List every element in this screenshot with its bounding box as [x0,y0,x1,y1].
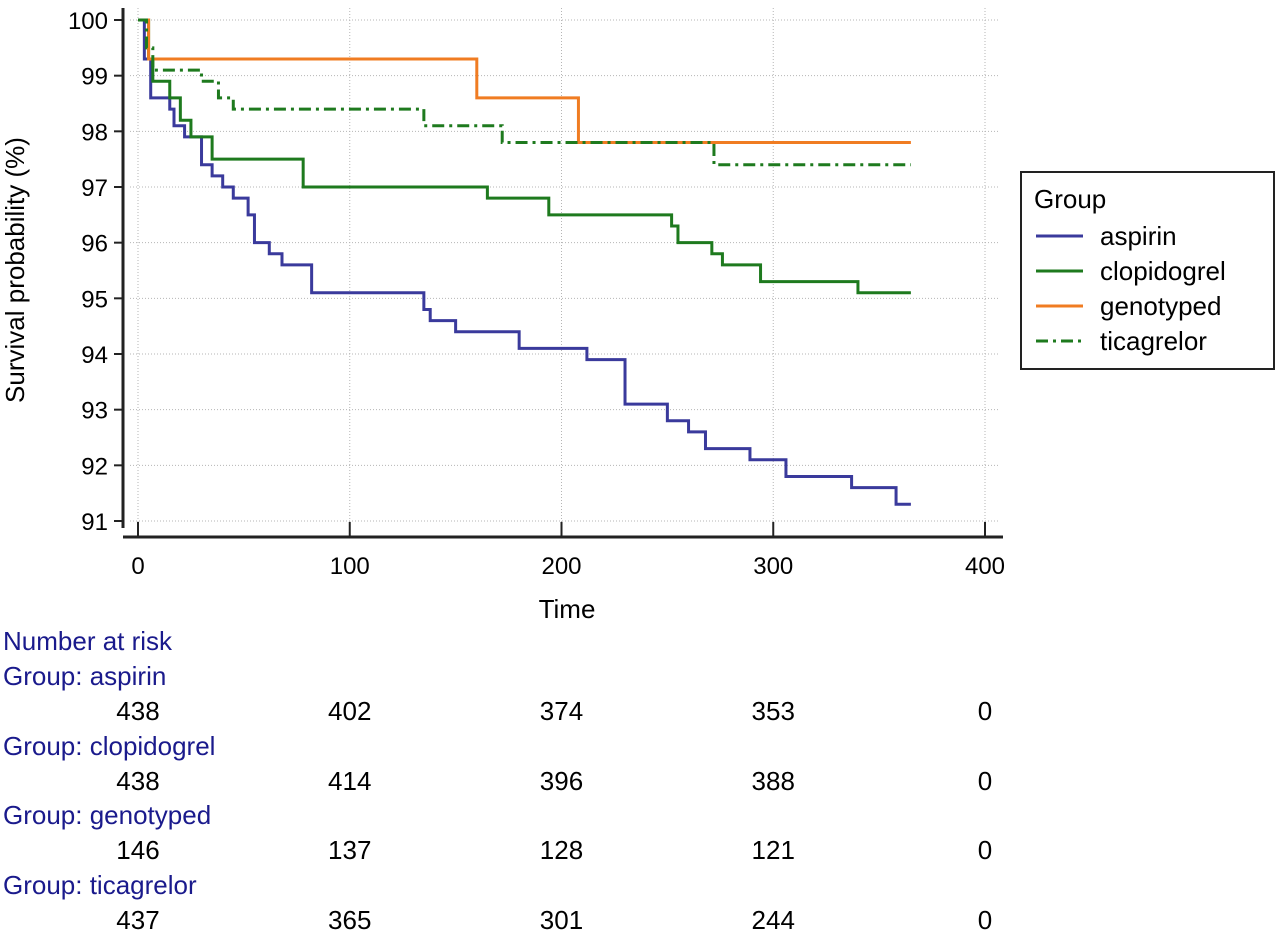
grid-lines [130,8,998,535]
risk-group-label: Group: genotyped [3,800,212,830]
risk-table-title: Number at risk [3,626,173,656]
risk-count: 388 [751,765,795,796]
risk-count: 128 [539,835,584,865]
legend-label-genotyped: genotyped [1100,291,1221,321]
risk-count: 0 [977,696,993,726]
risk-count: 301 [539,904,584,935]
x-axis-title: Time [539,594,596,622]
risk-count: 414 [328,765,372,796]
number-at-risk-table: Number at risk Group: aspirin 438 402 374 35… [0,622,1280,935]
risk-count: 0 [977,835,993,865]
y-tick-label: 93 [81,398,108,425]
risk-group-label: Group: aspirin [3,661,167,691]
y-tick-label: 95 [81,286,108,313]
risk-count: 438 [116,765,160,796]
legend-label-clopidogrel: clopidogrel [1100,256,1226,286]
tick-labels: 100 99 98 97 96 95 94 93 92 91 0 100 200 300 400 [68,8,1005,580]
y-tick-label: 97 [81,175,108,202]
series-lines [138,18,911,506]
legend-title: Group [1034,184,1106,214]
y-axis-title: Survival probability (%) [0,137,30,403]
legend-items: aspirin clopidogrel genotyped ticagrelor [1036,221,1226,356]
legend-label-aspirin: aspirin [1100,221,1177,251]
y-tick-label: 91 [81,509,108,536]
legend-label-ticagrelor: ticagrelor [1100,326,1207,356]
risk-count: 396 [539,765,584,796]
risk-count: 437 [116,904,160,935]
series-line-genotyped [138,18,911,144]
risk-count: 244 [751,904,795,935]
risk-count: 146 [116,835,160,865]
legend: Group aspirin clopidogrel genotyped ticagre… [1020,171,1275,370]
risk-count: 374 [539,696,584,726]
x-tick-label: 0 [131,553,144,580]
y-tick-label: 100 [68,8,108,35]
y-tick-label: 92 [81,453,108,480]
x-tick-label: 100 [330,553,370,580]
risk-group-label: Group: ticagrelor [3,869,197,900]
risk-count: 438 [116,696,160,726]
series-line-clopidogrel [138,18,911,295]
x-tick-label: 400 [965,553,1005,580]
y-tick-label: 99 [81,64,108,91]
risk-count: 353 [751,696,795,726]
risk-count: 137 [328,835,372,865]
risk-count: 121 [751,835,795,865]
risk-count: 0 [977,765,993,796]
risk-count: 0 [977,904,993,935]
risk-group-label: Group: clopidogrel [3,730,216,761]
y-tick-label: 96 [81,231,108,258]
y-tick-label: 94 [81,342,108,369]
risk-count: 402 [328,696,372,726]
x-tick-label: 300 [753,553,793,580]
axes [114,8,1003,539]
risk-count: 365 [328,904,372,935]
series-line-aspirin [138,18,911,506]
y-tick-label: 98 [81,119,108,146]
x-tick-label: 200 [541,553,581,580]
